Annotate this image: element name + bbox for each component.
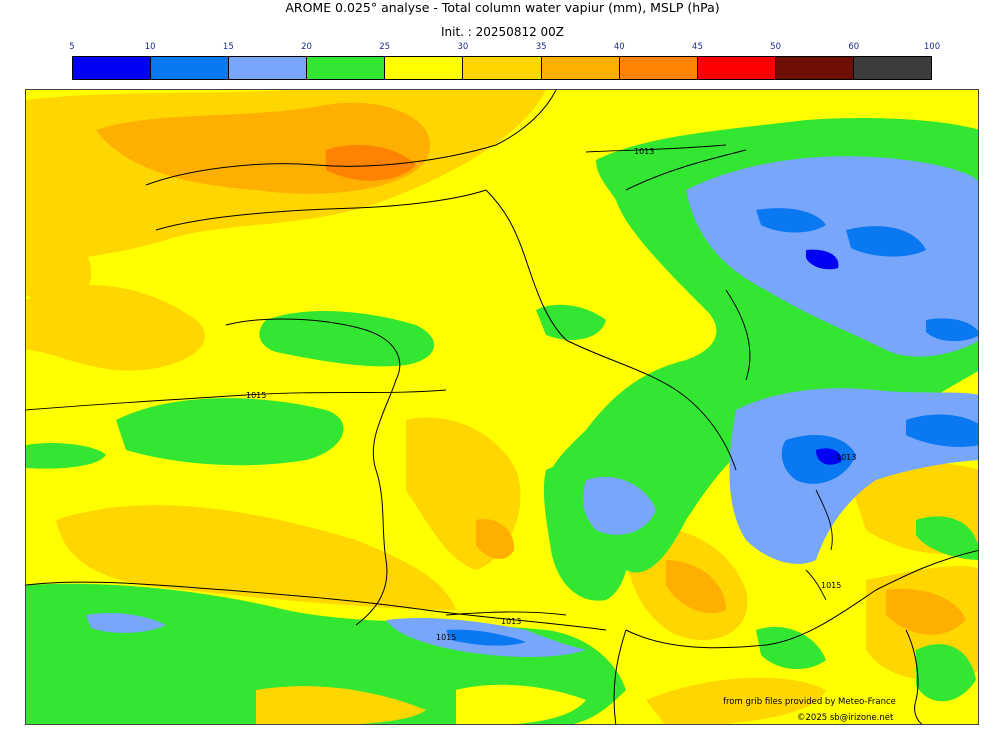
colorbar-segment (853, 57, 932, 79)
weather-map: 1013 1015 1013 1015 1015 1013 1015 (25, 89, 979, 725)
isobar-label: 1015 (436, 633, 456, 642)
map-title: AROME 0.025° analyse - Total column wate… (285, 0, 720, 15)
moisture-area (926, 318, 978, 342)
colorbar-segment (151, 57, 230, 79)
colorbar-segment (73, 57, 152, 79)
colorbar-segment (307, 57, 386, 79)
moisture-area (666, 560, 726, 614)
colorbar-tick: 40 (613, 42, 625, 52)
moisture-area (256, 686, 426, 724)
copyright-credit: ©2025 sb@irizone.net (797, 713, 894, 723)
moisture-area (86, 613, 166, 633)
moisture-area (116, 398, 344, 466)
isobar-label: 1013 (501, 617, 521, 626)
colorbar-segment (697, 57, 776, 79)
moisture-area (26, 443, 106, 469)
colorbar-tick: 100 (923, 42, 941, 52)
moisture-area (26, 210, 92, 302)
moisture-area (456, 684, 586, 724)
colorbar-tick: 20 (301, 42, 312, 52)
colorbar-tick: 50 (770, 42, 782, 52)
moisture-area (916, 644, 976, 702)
source-credit: from grib files provided by Meteo-France (723, 697, 896, 707)
moisture-area (646, 677, 826, 724)
isobar-labels: 1013 1015 1013 1015 1015 1013 1015 (246, 147, 856, 642)
moisture-area (756, 626, 826, 670)
moisture-area (806, 249, 839, 270)
moisture-area (886, 588, 966, 635)
moisture-area (326, 145, 416, 181)
moisture-area (583, 476, 656, 535)
moisture-area (846, 226, 926, 257)
colorbar-tick: 25 (379, 42, 391, 52)
colorbar-tick: 15 (222, 42, 234, 52)
colorbar-tick: 30 (457, 42, 469, 52)
moisture-area (906, 414, 978, 447)
moisture-area (916, 516, 978, 560)
coastlines (26, 90, 978, 724)
colorbar-tick: 35 (535, 42, 547, 52)
isobar-label: 1013 (634, 147, 654, 156)
isobars (26, 144, 833, 616)
moisture-area (476, 519, 515, 560)
colorbar-segment (229, 57, 308, 79)
colorbar-tick: 5 (69, 42, 75, 52)
isobar-label: 1015 (246, 391, 266, 400)
colorbar-tick: 10 (144, 42, 156, 52)
moisture-area (259, 310, 435, 367)
colorbar (72, 56, 932, 80)
colorbar-segment (775, 57, 854, 79)
moisture-area (536, 304, 606, 340)
moisture-area (26, 285, 205, 371)
colorbar-segment (619, 57, 698, 79)
moisture-area (816, 448, 842, 465)
isobar-label: 1015 (821, 581, 841, 590)
colorbar-ticks: 5 10 15 20 25 30 35 40 45 50 60 100 (69, 42, 940, 54)
colorbar-segment (463, 57, 542, 79)
init-time: Init. : 20250812 00Z (440, 25, 565, 39)
colorbar-tick: 60 (848, 42, 860, 52)
colorbar-segment (385, 57, 464, 79)
moisture-area (56, 505, 456, 610)
moisture-area (756, 208, 826, 233)
colorbar-tick: 45 (692, 42, 703, 52)
moisture-area (446, 629, 526, 646)
colorbar-segment (541, 57, 620, 79)
isobar-label: 1013 (836, 453, 856, 462)
